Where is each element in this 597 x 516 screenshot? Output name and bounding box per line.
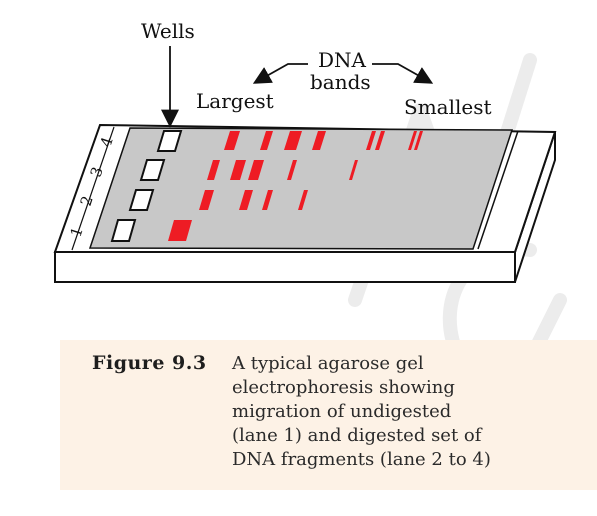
figure-caption-box: Figure 9.3 A typical agarose gel electro… (60, 340, 597, 490)
well-lane-2 (128, 189, 155, 211)
band-lane3-1 (207, 160, 220, 180)
caption-line: DNA fragments (lane 2 to 4) (232, 449, 491, 470)
caption-line: A typical agarose gel (232, 353, 424, 374)
largest-label: Largest (196, 89, 274, 113)
band-lane4-6 (375, 131, 385, 150)
caption-line: migration of undigested (232, 401, 452, 422)
band-lane4-3 (284, 131, 302, 150)
smallest-label: Smallest (404, 95, 492, 119)
band-lane2-3 (262, 190, 273, 210)
largest-arrow (252, 63, 308, 84)
gel-area (88, 127, 514, 250)
lane-divider (71, 126, 115, 251)
gel-slab-front (54, 251, 516, 283)
wells-group (110, 130, 183, 242)
wells-label: Wells (141, 19, 195, 43)
dna-bands (168, 131, 423, 241)
figure-label: Figure 9.3 (92, 352, 207, 374)
band-lane2-1 (199, 190, 214, 210)
smallest-arrow (372, 63, 434, 84)
caption-line: (lane 1) and digested set of (232, 425, 482, 446)
well-lane-1 (110, 219, 137, 242)
well-lane-3 (139, 159, 166, 181)
dna-bands-label-line2: bands (310, 70, 371, 94)
band-lane4-7 (408, 131, 417, 150)
caption-line: electrophoresis showing (232, 377, 455, 398)
band-lane4-1 (224, 131, 240, 150)
figure-caption-text: A typical agarose gel electrophoresis sh… (232, 352, 572, 472)
band-lane4-5 (366, 131, 376, 150)
band-lane3-3 (248, 160, 264, 180)
band-lane2-2 (239, 190, 253, 210)
well-lane-4 (156, 130, 183, 152)
band-lane3-4 (287, 160, 297, 180)
band-lane1-1 (168, 220, 192, 241)
band-lane3-2 (230, 160, 246, 180)
band-lane4-4 (312, 131, 326, 150)
band-lane2-4 (298, 190, 308, 210)
band-lane4-2 (260, 131, 273, 150)
gel-electrophoresis-diagram: 1 2 3 4 (53, 19, 557, 283)
dna-bands-label-line1: DNA (318, 48, 367, 72)
band-lane3-5 (349, 160, 358, 180)
band-lane4-8 (414, 131, 423, 150)
